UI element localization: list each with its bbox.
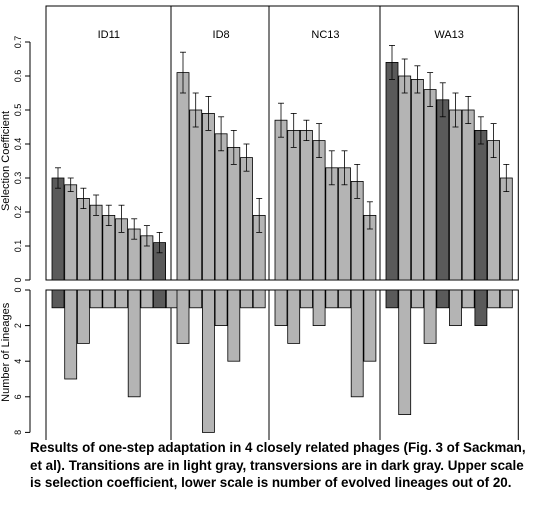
lineage-bar xyxy=(398,289,412,415)
bottom-y-tick-label: 2 xyxy=(13,323,23,328)
top-y-tick-label: 0 xyxy=(13,277,23,282)
selection-bar xyxy=(227,146,241,281)
lineage-bar xyxy=(140,289,154,309)
top-y-tick-label: 0.3 xyxy=(13,172,23,185)
lineage-bar xyxy=(410,289,424,309)
figure-caption: Results of one-step adaptation in 4 clos… xyxy=(30,440,526,490)
selection-coefficient-panel: 0 0.1 0.2 0.3 0.4 0.5 0.6 0.7 Selection Coeffici… xyxy=(0,5,519,283)
lineage-bar xyxy=(240,289,253,309)
selection-bar xyxy=(201,113,215,281)
selection-bar xyxy=(487,140,501,281)
top-y-tick-label: 0.1 xyxy=(13,240,23,253)
lineage-bar xyxy=(423,289,437,344)
selection-bar xyxy=(423,89,437,281)
lineage-bar xyxy=(102,289,116,309)
selection-bar xyxy=(474,129,488,281)
lineage-bar xyxy=(51,289,65,309)
bottom-y-tick-label: 4 xyxy=(13,359,23,364)
selection-bar xyxy=(299,129,313,281)
top-y-tick-label: 0.5 xyxy=(13,104,23,117)
lineage-bar xyxy=(252,289,266,309)
lineage-bar xyxy=(299,289,313,309)
selection-bar xyxy=(398,75,412,281)
selection-bar xyxy=(51,177,65,281)
lineage-bar xyxy=(227,289,241,362)
lineage-bar xyxy=(461,289,475,309)
lineage-bar xyxy=(287,289,301,344)
lineage-bar xyxy=(350,289,364,398)
bottom-y-tick-label: 0 xyxy=(13,287,23,292)
top-y-tick-label: 0.4 xyxy=(13,138,23,151)
lineage-bar xyxy=(487,289,501,309)
lineage-bar xyxy=(127,289,141,398)
lineage-bar xyxy=(115,289,128,309)
selection-bar xyxy=(89,204,103,281)
top-y-tick-label: 0.6 xyxy=(13,70,23,83)
group-label: ID8 xyxy=(213,29,230,41)
selection-bar xyxy=(77,197,90,281)
bottom-y-tick-label: 6 xyxy=(13,394,23,399)
lineage-bar xyxy=(165,289,179,309)
lineage-bar xyxy=(274,289,288,326)
lineage-bar xyxy=(153,289,167,309)
lineage-bar xyxy=(189,289,203,309)
selection-bar xyxy=(449,109,462,281)
top-y-tick-label: 0.2 xyxy=(13,206,23,219)
selection-bar xyxy=(410,79,424,281)
selection-bar xyxy=(287,129,301,281)
lineage-bar xyxy=(214,289,228,326)
lineage-bar xyxy=(176,289,190,344)
selection-bar xyxy=(385,62,399,281)
lineage-bar xyxy=(64,289,78,380)
lineage-bar xyxy=(77,289,90,344)
selection-bar xyxy=(240,157,253,281)
lineage-bar xyxy=(385,289,399,309)
lineage-bar xyxy=(201,289,215,433)
top-y-axis-label: Selection Coefficient xyxy=(0,111,12,211)
selection-bar xyxy=(461,109,475,281)
bottom-y-tick-label: 8 xyxy=(13,430,23,435)
selection-bar xyxy=(274,119,288,281)
selection-bar xyxy=(176,72,190,281)
lineage-bar xyxy=(89,289,103,309)
top-y-tick-label: 0.7 xyxy=(13,36,23,49)
selection-bar xyxy=(312,140,326,281)
lineage-bar xyxy=(312,289,326,326)
selection-bar xyxy=(189,109,203,281)
selection-bar xyxy=(214,133,228,281)
group-label: ID11 xyxy=(98,29,120,41)
selection-bar xyxy=(436,99,450,281)
lineage-bar xyxy=(325,289,339,309)
lineage-bar xyxy=(474,289,488,326)
lineage-bar xyxy=(338,289,351,309)
lineage-bar xyxy=(449,289,462,326)
group-label: NC13 xyxy=(311,29,339,41)
group-label: WA13 xyxy=(434,29,464,41)
selection-bar xyxy=(499,177,513,281)
lineage-bar xyxy=(363,289,377,362)
phage-adaptation-figure: 0 0.1 0.2 0.3 0.4 0.5 0.6 0.7 Selection Coeffici… xyxy=(0,5,519,440)
bottom-y-axis-label: Number of Lineages xyxy=(0,302,12,402)
lineage-bar xyxy=(499,289,513,309)
lineage-bar xyxy=(436,289,450,309)
lineage-count-panel: 0 2 4 6 8 Number of Lineages xyxy=(0,287,519,440)
selection-bar xyxy=(64,184,78,281)
